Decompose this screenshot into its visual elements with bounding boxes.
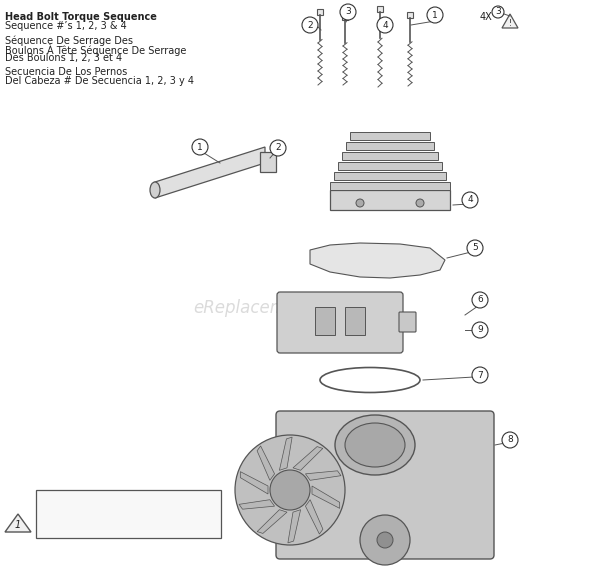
- Text: !: !: [509, 19, 512, 27]
- Text: Torque to 120-150 lbs·in
Serrez de 120 à 150 lbs·in
Torsión hasta 14,0 - 17,0 Nl: Torque to 120-150 lbs·in Serrez de 120 à…: [41, 496, 173, 528]
- FancyBboxPatch shape: [330, 190, 450, 210]
- Text: 4X: 4X: [480, 12, 493, 22]
- Polygon shape: [240, 471, 268, 494]
- Text: Séquence De Serrage Des: Séquence De Serrage Des: [5, 35, 133, 45]
- Circle shape: [302, 17, 318, 33]
- Polygon shape: [306, 471, 341, 480]
- Text: Head Bolt Torque Sequence: Head Bolt Torque Sequence: [5, 12, 157, 22]
- Text: 3: 3: [495, 8, 501, 16]
- Circle shape: [472, 322, 488, 338]
- FancyBboxPatch shape: [260, 152, 276, 172]
- Polygon shape: [310, 243, 445, 278]
- FancyBboxPatch shape: [399, 312, 416, 332]
- Polygon shape: [502, 14, 518, 28]
- FancyBboxPatch shape: [315, 307, 335, 335]
- Text: Boulons À Tête Séquence De Serrage: Boulons À Tête Séquence De Serrage: [5, 44, 186, 56]
- Circle shape: [377, 17, 393, 33]
- Circle shape: [467, 240, 483, 256]
- Text: 5: 5: [472, 243, 478, 253]
- Circle shape: [472, 292, 488, 308]
- Text: Del Cabeza # De Secuencia 1, 2, 3 y 4: Del Cabeza # De Secuencia 1, 2, 3 y 4: [5, 76, 194, 86]
- Circle shape: [270, 140, 286, 156]
- Circle shape: [360, 515, 410, 565]
- Polygon shape: [257, 510, 287, 534]
- FancyBboxPatch shape: [317, 9, 323, 15]
- Text: 2: 2: [307, 20, 313, 30]
- FancyBboxPatch shape: [334, 172, 446, 180]
- Polygon shape: [306, 500, 323, 534]
- Text: eReplacementParts.com: eReplacementParts.com: [194, 299, 396, 317]
- Polygon shape: [5, 514, 31, 532]
- Circle shape: [427, 7, 443, 23]
- FancyBboxPatch shape: [377, 6, 383, 12]
- Text: 2: 2: [275, 144, 281, 152]
- Circle shape: [356, 199, 364, 207]
- FancyBboxPatch shape: [350, 132, 430, 140]
- Text: 1: 1: [15, 520, 21, 530]
- Circle shape: [340, 4, 356, 20]
- Text: 8: 8: [507, 435, 513, 445]
- Circle shape: [416, 199, 424, 207]
- FancyBboxPatch shape: [346, 142, 434, 150]
- Text: 7: 7: [477, 371, 483, 379]
- Text: 1: 1: [432, 10, 438, 20]
- Text: 4: 4: [382, 20, 388, 30]
- FancyBboxPatch shape: [342, 152, 438, 160]
- Text: Sequence #’s 1, 2, 3 & 4: Sequence #’s 1, 2, 3 & 4: [5, 21, 127, 31]
- FancyBboxPatch shape: [36, 490, 221, 538]
- Text: Secuencia De Los Pernos: Secuencia De Los Pernos: [5, 67, 127, 77]
- Circle shape: [235, 435, 345, 545]
- Polygon shape: [293, 446, 323, 470]
- Polygon shape: [280, 437, 292, 470]
- Circle shape: [377, 532, 393, 548]
- FancyBboxPatch shape: [342, 14, 348, 20]
- Circle shape: [192, 139, 208, 155]
- Text: 1: 1: [197, 143, 203, 151]
- Ellipse shape: [150, 182, 160, 198]
- Polygon shape: [155, 147, 265, 198]
- Circle shape: [502, 432, 518, 448]
- Text: Des Boulons 1, 2, 3 et 4: Des Boulons 1, 2, 3 et 4: [5, 53, 122, 63]
- FancyBboxPatch shape: [276, 411, 494, 559]
- Text: 3: 3: [345, 8, 351, 16]
- FancyBboxPatch shape: [277, 292, 403, 353]
- Ellipse shape: [345, 423, 405, 467]
- Polygon shape: [239, 500, 274, 509]
- Text: 6: 6: [477, 296, 483, 304]
- Circle shape: [270, 470, 310, 510]
- Circle shape: [472, 367, 488, 383]
- Polygon shape: [257, 446, 274, 480]
- Ellipse shape: [335, 415, 415, 475]
- FancyBboxPatch shape: [330, 182, 450, 190]
- Text: 4: 4: [467, 196, 473, 204]
- FancyBboxPatch shape: [345, 307, 365, 335]
- Polygon shape: [288, 510, 300, 543]
- Text: 9: 9: [477, 325, 483, 335]
- FancyBboxPatch shape: [407, 12, 413, 18]
- Circle shape: [492, 6, 504, 18]
- FancyBboxPatch shape: [338, 162, 442, 170]
- Polygon shape: [312, 486, 340, 508]
- Circle shape: [462, 192, 478, 208]
